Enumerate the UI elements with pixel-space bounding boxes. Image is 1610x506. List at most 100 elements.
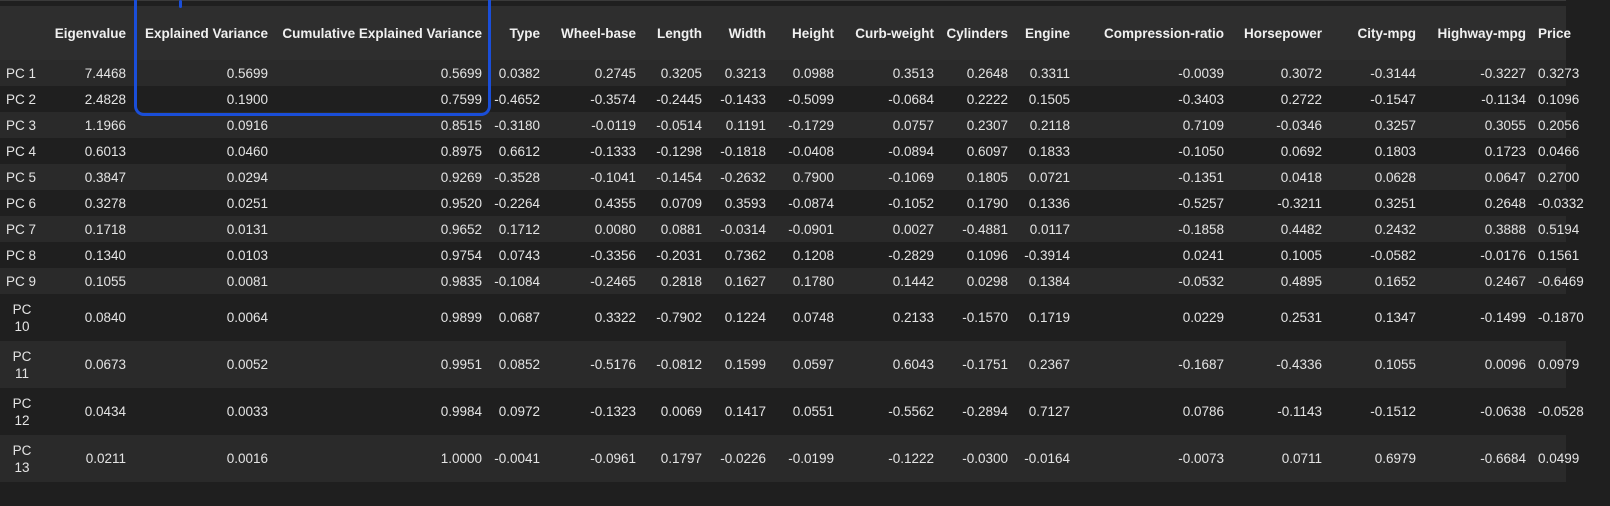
table-cell: 0.0434 bbox=[84, 404, 126, 419]
table-cell: 0.4355 bbox=[594, 195, 636, 211]
table-cell: -0.2465 bbox=[590, 273, 636, 289]
table-cell: 0.0229 bbox=[1182, 310, 1224, 325]
table-cell: 0.7599 bbox=[440, 91, 482, 107]
table-cell: 0.3593 bbox=[724, 195, 766, 211]
table-cell: -0.4881 bbox=[962, 221, 1008, 237]
table-cell: 0.1833 bbox=[1028, 143, 1070, 159]
table-cell: -0.2632 bbox=[720, 169, 766, 185]
table-cell: 0.0499 bbox=[1538, 451, 1580, 466]
table-cell: 0.1797 bbox=[660, 451, 702, 466]
table-cell: 0.0711 bbox=[1281, 451, 1322, 466]
table-cell: 0.0988 bbox=[792, 65, 834, 81]
table-row: PC 9 0.1055 0.0081 0.9835 -0.1084 -0.2465 0.28… bbox=[0, 268, 1584, 294]
table-row: PC 1 7.4468 0.5699 0.5699 0.0382 0.2745 0.3205… bbox=[0, 60, 1580, 86]
table-cell: -0.5176 bbox=[590, 357, 636, 372]
table-cell: 0.0692 bbox=[1280, 143, 1322, 159]
table-cell: 0.1055 bbox=[1374, 357, 1416, 372]
table-row: PC 7 0.1718 0.0131 0.9652 0.1712 0.0080 0.0881… bbox=[0, 216, 1579, 242]
table-cell: -0.1454 bbox=[656, 169, 702, 185]
table-cell: -0.1050 bbox=[1178, 143, 1224, 159]
row-index: PC 2 bbox=[6, 91, 37, 107]
header-compression-ratio: Compression-ratio bbox=[1103, 25, 1224, 41]
table-cell: 0.0016 bbox=[226, 451, 268, 466]
table-cell: 0.6013 bbox=[84, 143, 126, 159]
header-height: Height bbox=[792, 25, 834, 41]
table-cell: 0.9984 bbox=[440, 404, 482, 419]
table-cell: 0.3072 bbox=[1280, 65, 1322, 81]
table-cell: -0.0894 bbox=[888, 143, 934, 159]
table-cell: 0.1805 bbox=[966, 169, 1008, 185]
table-cell: 0.9754 bbox=[440, 247, 482, 263]
header-horsepower: Horsepower bbox=[1243, 25, 1322, 41]
header-eigenvalue: Eigenvalue bbox=[54, 25, 126, 41]
table-cell: 0.0103 bbox=[226, 247, 268, 263]
table-cell: 0.0721 bbox=[1028, 169, 1070, 185]
table-body: PC 1 7.4468 0.5699 0.5699 0.0382 0.2745 0.3205… bbox=[0, 60, 1584, 482]
table-cell: -0.2445 bbox=[656, 91, 702, 107]
table-cell: -0.0226 bbox=[720, 451, 766, 466]
header-city-mpg: City-mpg bbox=[1357, 25, 1417, 41]
table-row: PC 5 0.3847 0.0294 0.9269 -0.3528 -0.1041 -0.1… bbox=[0, 164, 1579, 190]
table-row: PC 2 2.4828 0.1900 0.7599 -0.4652 -0.3574 -0.2… bbox=[0, 86, 1579, 112]
table-cell: 0.3311 bbox=[1029, 65, 1070, 81]
table-cell: 1.1966 bbox=[84, 117, 126, 133]
table-cell: -0.0638 bbox=[1480, 404, 1526, 419]
table-cell: -0.2894 bbox=[962, 404, 1008, 419]
table-cell: 0.1442 bbox=[892, 273, 934, 289]
row-index: PC 5 bbox=[6, 169, 37, 185]
table-cell: 0.2432 bbox=[1374, 221, 1416, 237]
table-cell: 0.5699 bbox=[226, 65, 268, 81]
table-cell: 0.0096 bbox=[1484, 357, 1526, 372]
table-cell: 0.0027 bbox=[892, 221, 934, 237]
header-type: Type bbox=[509, 25, 540, 41]
row-index: PC 10 bbox=[12, 301, 32, 334]
table-cell: -0.1499 bbox=[1480, 310, 1526, 325]
table-cell: -0.1069 bbox=[888, 169, 934, 185]
table-cell: -0.1323 bbox=[590, 404, 636, 419]
table-cell: 0.4895 bbox=[1280, 273, 1322, 289]
table-cell: 0.9269 bbox=[440, 169, 482, 185]
table-row: PC 13 0.0211 0.0016 1.0000 -0.0041 -0.0961 0.1… bbox=[0, 435, 1580, 482]
table-cell: 0.0852 bbox=[498, 357, 540, 372]
table-cell: 0.0294 bbox=[226, 169, 268, 185]
table-cell: 0.1712 bbox=[498, 221, 540, 237]
table-cell: 0.1627 bbox=[724, 273, 766, 289]
table-cell: 0.3847 bbox=[84, 169, 126, 185]
table-cell: 0.1599 bbox=[724, 357, 766, 372]
table-cell: 0.0080 bbox=[594, 221, 636, 237]
table-cell: -0.3227 bbox=[1480, 65, 1526, 81]
table-cell: 0.9835 bbox=[440, 273, 482, 289]
table-cell: 0.3273 bbox=[1538, 65, 1580, 81]
table-cell: 0.1340 bbox=[84, 247, 126, 263]
table-row: PC 10 0.0840 0.0064 0.9899 0.0687 0.3322 -0.79… bbox=[0, 294, 1584, 341]
row-index: PC 4 bbox=[6, 143, 37, 159]
table-cell: 0.1005 bbox=[1280, 247, 1322, 263]
table-cell: -0.0812 bbox=[656, 357, 702, 372]
table-cell: 0.0131 bbox=[226, 221, 268, 237]
index-header bbox=[0, 6, 44, 60]
table-cell: 0.0743 bbox=[498, 247, 540, 263]
table-row: PC 11 0.0673 0.0052 0.9951 0.0852 -0.5176 -0.0… bbox=[0, 341, 1579, 388]
row-index: PC 13 bbox=[12, 442, 32, 475]
header-wheel-base: Wheel-base bbox=[560, 25, 636, 41]
table-cell: 0.0673 bbox=[84, 357, 126, 372]
table-cell: 0.0840 bbox=[84, 310, 126, 325]
table-cell: 0.1790 bbox=[966, 195, 1008, 211]
table-cell: -0.0514 bbox=[656, 117, 702, 133]
table-cell: 0.0081 bbox=[226, 273, 268, 289]
table-cell: 0.1803 bbox=[1374, 143, 1416, 159]
table-cell: 0.2467 bbox=[1484, 273, 1526, 289]
table-cell: 0.2307 bbox=[966, 117, 1008, 133]
table-cell: 0.5699 bbox=[440, 65, 482, 81]
top-border bbox=[0, 0, 1566, 1]
table-cell: 0.0052 bbox=[226, 357, 268, 372]
table-cell: 0.9951 bbox=[440, 357, 482, 372]
table-cell: -0.1570 bbox=[962, 310, 1008, 325]
table-cell: -0.3211 bbox=[1277, 195, 1322, 211]
table-cell: -0.3403 bbox=[1178, 91, 1224, 107]
table-cell: 0.1900 bbox=[226, 91, 268, 107]
table-cell: 0.1718 bbox=[84, 221, 126, 237]
table-cell: -0.0164 bbox=[1024, 451, 1070, 466]
table-cell: -0.0532 bbox=[1178, 273, 1224, 289]
table-cell: -0.6684 bbox=[1480, 451, 1526, 466]
